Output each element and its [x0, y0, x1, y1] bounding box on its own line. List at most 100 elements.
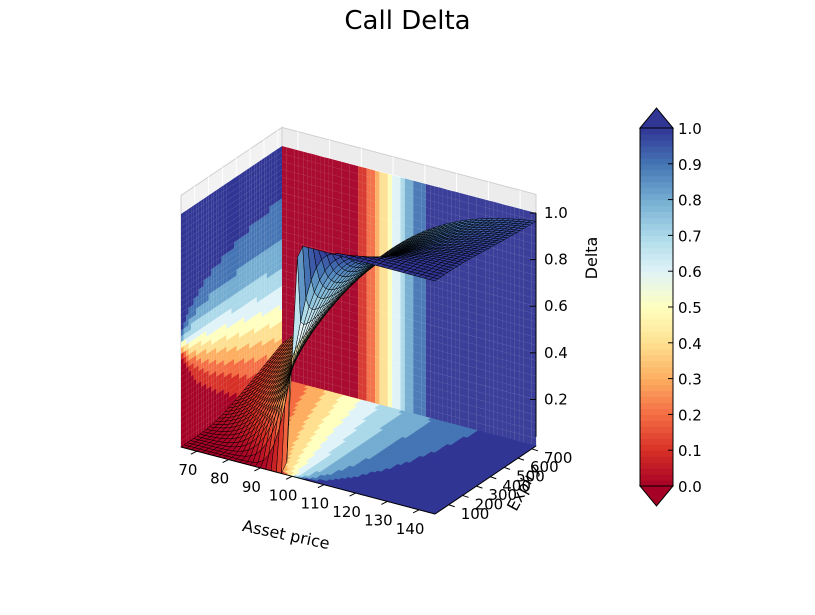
- side-contour-cell: [506, 337, 511, 347]
- side-contour-cell: [489, 278, 494, 288]
- back-contour-cell: [211, 355, 214, 363]
- back-contour-cell: [193, 209, 197, 218]
- back-contour-cell: [229, 284, 232, 293]
- side-contour-cell: [337, 199, 342, 209]
- back-contour-cell: [201, 210, 204, 218]
- back-contour-cell: [191, 275, 194, 283]
- side-contour-cell: [328, 352, 333, 362]
- side-contour-cell: [392, 377, 397, 386]
- back-contour-cell: [183, 298, 187, 306]
- back-contour-cell: [256, 184, 260, 193]
- back-contour-cell: [211, 244, 214, 252]
- back-contour-cell: [231, 341, 234, 349]
- side-contour-cell: [286, 154, 291, 164]
- side-contour-cell: [497, 296, 503, 305]
- back-contour-cell: [186, 354, 189, 363]
- side-contour-cell: [489, 356, 494, 365]
- back-contour-cell: [196, 277, 199, 286]
- side-contour-cell: [400, 208, 405, 218]
- side-contour-cell: [438, 327, 443, 336]
- side-contour-cell: [341, 301, 346, 311]
- back-contour-cell: [198, 229, 202, 238]
- back-contour-cell: [231, 184, 234, 192]
- back-contour-cell: [188, 323, 192, 332]
- back-contour-cell: [239, 347, 242, 356]
- back-contour-cell: [239, 353, 242, 362]
- back-contour-cell: [208, 292, 212, 301]
- back-contour-cell: [203, 232, 207, 240]
- back-contour-cell: [249, 282, 252, 291]
- back-contour-cell: [226, 239, 229, 248]
- side-contour-cell: [396, 308, 401, 318]
- back-contour-cell: [191, 234, 194, 243]
- side-contour-cell: [315, 349, 321, 358]
- back-contour-cell: [259, 287, 262, 296]
- side-contour-cell: [459, 293, 464, 303]
- side-contour-cell: [400, 332, 405, 342]
- back-contour-cell: [211, 401, 214, 410]
- side-contour-cell: [341, 371, 346, 381]
- side-contour-cell: [409, 334, 414, 344]
- side-contour-cell: [434, 194, 439, 203]
- side-contour-cell: [489, 247, 494, 257]
- back-contour-cell: [234, 229, 237, 237]
- back-contour-cell: [261, 291, 265, 300]
- back-contour-cell: [234, 316, 237, 324]
- side-contour-cell: [506, 329, 511, 339]
- side-contour-cell: [370, 185, 376, 194]
- side-contour-cell: [413, 390, 418, 400]
- back-contour-cell: [259, 340, 262, 348]
- back-contour-cell: [239, 289, 242, 298]
- side-contour-cell: [307, 191, 312, 201]
- side-contour-cell: [379, 187, 384, 197]
- back-contour-cell: [244, 181, 247, 189]
- back-contour-cell: [259, 177, 262, 185]
- side-contour-cell: [442, 351, 448, 361]
- side-contour-cell: [345, 209, 350, 219]
- back-contour-cell: [216, 363, 219, 371]
- side-contour-cell: [447, 189, 452, 199]
- back-contour-cell: [246, 168, 250, 176]
- back-contour-cell: [201, 373, 204, 381]
- side-contour-cell: [392, 369, 397, 379]
- side-contour-cell: [370, 324, 376, 334]
- back-contour-cell: [211, 197, 214, 206]
- back-contour-cell: [188, 213, 192, 221]
- side-contour-cell: [519, 208, 524, 218]
- back-contour-cell: [191, 351, 194, 359]
- side-contour-cell: [387, 306, 393, 315]
- back-contour-cell: [216, 206, 219, 214]
- back-contour-cell: [223, 189, 227, 197]
- back-contour-cell: [203, 342, 207, 351]
- side-contour-cell: [531, 227, 536, 237]
- back-contour-cell: [254, 361, 257, 369]
- back-contour-cell: [236, 372, 240, 381]
- back-contour-cell: [181, 264, 184, 273]
- side-contour-cell: [527, 358, 532, 368]
- side-contour-cell: [383, 374, 388, 384]
- back-contour-cell: [196, 295, 199, 303]
- side-contour-cell: [294, 164, 299, 174]
- back-contour-cell: [191, 397, 194, 406]
- back-contour-cell: [196, 272, 199, 280]
- back-contour-cell: [183, 245, 187, 254]
- back-contour-cell: [241, 357, 245, 366]
- side-contour-cell: [506, 360, 511, 370]
- side-contour-cell: [370, 340, 376, 350]
- side-contour-cell: [481, 408, 486, 418]
- side-contour-cell: [311, 192, 316, 202]
- side-contour-cell: [413, 312, 418, 322]
- side-contour-cell: [455, 191, 460, 201]
- side-contour-cell: [413, 219, 418, 229]
- side-contour-cell: [324, 157, 329, 167]
- side-contour-cell: [286, 318, 291, 327]
- side-contour-cell: [286, 162, 291, 172]
- back-contour-cell: [203, 336, 207, 345]
- back-contour-cell: [234, 258, 237, 266]
- side-contour-cell: [459, 301, 464, 311]
- side-contour-cell: [328, 212, 333, 222]
- back-contour-cell: [211, 384, 214, 392]
- back-contour-cell: [231, 306, 234, 314]
- side-contour-cell: [366, 168, 371, 178]
